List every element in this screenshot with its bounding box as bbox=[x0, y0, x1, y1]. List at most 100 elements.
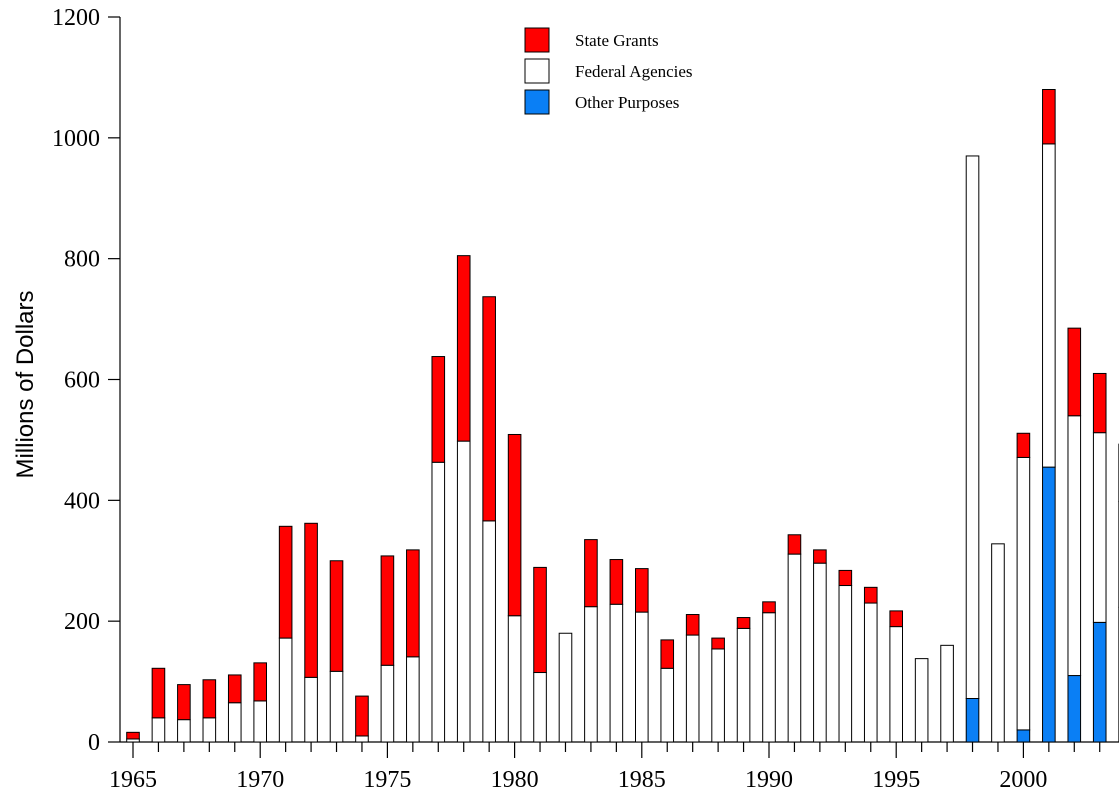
x-tick-label: 1985 bbox=[618, 767, 666, 793]
y-tick-label: 800 bbox=[64, 247, 100, 273]
legend-swatch-other-purposes bbox=[524, 89, 550, 115]
bar-federal-agencies-2003 bbox=[1092, 432, 1107, 623]
x-tick-label: 1995 bbox=[872, 767, 920, 793]
bar-state-grants-1994 bbox=[863, 586, 878, 604]
y-tick-label: 400 bbox=[64, 488, 100, 514]
bar-state-grants-1979 bbox=[482, 296, 496, 522]
bar-state-grants-2003 bbox=[1092, 372, 1107, 434]
bar-federal-agencies-1984 bbox=[609, 603, 624, 743]
legend-label: Federal Agencies bbox=[575, 62, 693, 81]
bar-state-grants-1983 bbox=[584, 539, 598, 608]
bar-federal-agencies-1983 bbox=[584, 606, 598, 743]
bar-federal-agencies-1974 bbox=[355, 735, 369, 743]
bar-state-grants-1976 bbox=[406, 549, 420, 658]
bar-federal-agencies-1987 bbox=[685, 634, 700, 743]
legend-swatch-state-grants bbox=[524, 27, 550, 53]
bar-state-grants-2002 bbox=[1067, 327, 1082, 417]
bar-state-grants-1971 bbox=[278, 525, 293, 639]
bar-federal-agencies-1968 bbox=[202, 717, 217, 743]
bar-state-grants-2000 bbox=[1016, 432, 1031, 458]
bar-other-purposes-2002 bbox=[1067, 675, 1082, 743]
bar-federal-agencies-1994 bbox=[863, 602, 878, 743]
bar-state-grants-1992 bbox=[813, 549, 827, 564]
bar-federal-agencies-1973 bbox=[329, 670, 344, 743]
bar-state-grants-1986 bbox=[660, 639, 675, 669]
bar-state-grants-1965 bbox=[126, 731, 140, 740]
bar-federal-agencies-1969 bbox=[227, 702, 242, 743]
bars bbox=[126, 89, 1119, 743]
x-tick-label: 1975 bbox=[363, 767, 411, 793]
bar-state-grants-1980 bbox=[507, 433, 522, 617]
x-tick-label: 1970 bbox=[236, 767, 284, 793]
bar-state-grants-1967 bbox=[177, 684, 191, 721]
bar-state-grants-1972 bbox=[304, 522, 318, 678]
bar-state-grants-1981 bbox=[533, 566, 547, 674]
bar-federal-agencies-1982 bbox=[558, 632, 573, 743]
bar-state-grants-2001 bbox=[1042, 89, 1056, 145]
y-axis-label: Millions of Dollars bbox=[12, 290, 39, 478]
bar-federal-agencies-1997 bbox=[940, 644, 954, 743]
bar-federal-agencies-1967 bbox=[177, 719, 191, 743]
legend: State Grants Federal Agencies Other Purpos… bbox=[524, 27, 693, 115]
bar-state-grants-1974 bbox=[355, 695, 369, 737]
y-tick-label: 1200 bbox=[52, 5, 100, 31]
bar-state-grants-1995 bbox=[889, 610, 904, 628]
y-tick-label: 1000 bbox=[52, 126, 100, 152]
y-tick-label: 0 bbox=[88, 730, 100, 756]
bar-state-grants-1969 bbox=[227, 674, 242, 704]
bar-federal-agencies-1978 bbox=[456, 440, 471, 743]
bar-state-grants-1991 bbox=[787, 534, 802, 555]
bar-federal-agencies-1988 bbox=[711, 648, 725, 743]
bar-other-purposes-1998 bbox=[965, 698, 980, 743]
bar-federal-agencies-1985 bbox=[635, 611, 649, 743]
bar-federal-agencies-1971 bbox=[278, 637, 293, 743]
bar-federal-agencies-1998 bbox=[965, 155, 980, 700]
bar-federal-agencies-1970 bbox=[253, 700, 267, 743]
legend-label: Other Purposes bbox=[575, 93, 679, 112]
bar-federal-agencies-1993 bbox=[838, 585, 853, 743]
x-tick-label: 1980 bbox=[491, 767, 539, 793]
bar-federal-agencies-1979 bbox=[482, 520, 496, 743]
bar-state-grants-1970 bbox=[253, 662, 267, 702]
x-tick-label: 2000 bbox=[999, 767, 1047, 793]
bar-federal-agencies-1989 bbox=[736, 627, 751, 743]
bar-other-purposes-2000 bbox=[1016, 729, 1031, 743]
bar-federal-agencies-1977 bbox=[431, 461, 446, 743]
bar-federal-agencies-1992 bbox=[813, 562, 827, 743]
bar-federal-agencies-1966 bbox=[151, 717, 166, 743]
bar-federal-agencies-2000 bbox=[1016, 456, 1031, 731]
bar-federal-agencies-1972 bbox=[304, 676, 318, 743]
bar-federal-agencies-1986 bbox=[660, 667, 675, 743]
bar-state-grants-1975 bbox=[380, 555, 395, 666]
bar-state-grants-1966 bbox=[151, 667, 166, 719]
bar-other-purposes-2003 bbox=[1092, 621, 1107, 743]
bar-state-grants-1988 bbox=[711, 637, 725, 650]
bar-state-grants-1985 bbox=[635, 568, 649, 613]
bar-federal-agencies-1999 bbox=[991, 543, 1005, 743]
bar-federal-agencies-1975 bbox=[380, 664, 395, 743]
bar-other-purposes-2001 bbox=[1042, 466, 1056, 743]
bar-federal-agencies-1991 bbox=[787, 553, 802, 743]
bar-state-grants-1993 bbox=[838, 569, 853, 587]
bar-federal-agencies-1976 bbox=[406, 656, 420, 743]
x-tick-label: 1965 bbox=[109, 767, 157, 793]
bar-federal-agencies-2001 bbox=[1042, 143, 1056, 468]
bar-federal-agencies-1990 bbox=[762, 612, 776, 743]
bar-state-grants-1984 bbox=[609, 559, 624, 605]
axes: 0 200 400 600 800 1000 1200 1965 1970 1975 1980 198… bbox=[52, 5, 1119, 793]
bar-state-grants-1977 bbox=[431, 356, 446, 463]
bar-state-grants-1989 bbox=[736, 617, 751, 629]
bar-federal-agencies-1981 bbox=[533, 672, 547, 743]
bar-state-grants-1978 bbox=[456, 255, 471, 442]
bar-state-grants-1987 bbox=[685, 614, 700, 636]
bar-federal-agencies-1995 bbox=[889, 626, 904, 743]
legend-label: State Grants bbox=[575, 31, 659, 50]
x-tick-label: 1990 bbox=[745, 767, 793, 793]
bar-federal-agencies-1980 bbox=[507, 615, 522, 743]
legend-swatch-federal-agencies bbox=[524, 58, 550, 84]
bar-state-grants-1968 bbox=[202, 679, 217, 719]
y-tick-label: 200 bbox=[64, 609, 100, 635]
bar-state-grants-1990 bbox=[762, 601, 776, 614]
bar-federal-agencies-2002 bbox=[1067, 415, 1082, 677]
